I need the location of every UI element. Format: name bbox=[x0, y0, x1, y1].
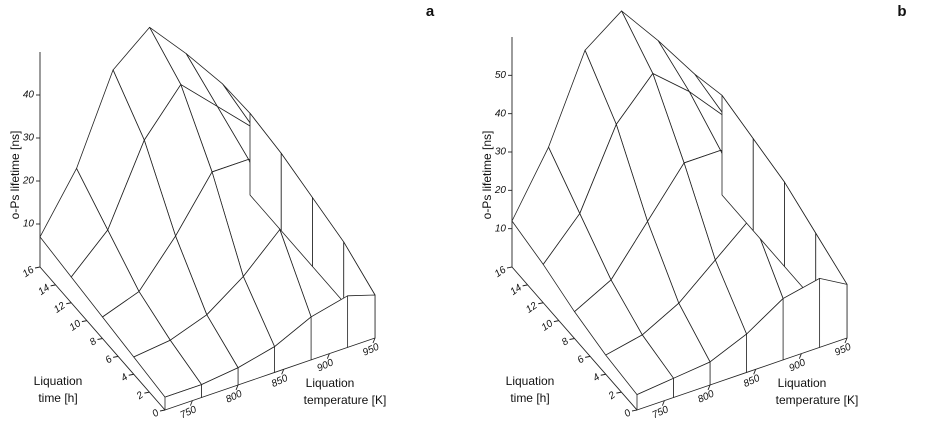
y-tick bbox=[128, 373, 134, 376]
y-tick bbox=[538, 302, 544, 305]
front-skirt bbox=[347, 294, 376, 348]
y-tick-label: 12 bbox=[524, 300, 540, 316]
z-tick-label: 20 bbox=[494, 185, 507, 196]
z-tick-label: 40 bbox=[495, 108, 507, 119]
y-tick-label: 8 bbox=[560, 336, 571, 348]
y-tick bbox=[522, 284, 528, 287]
front-skirt bbox=[636, 377, 674, 411]
y-tick bbox=[616, 391, 622, 394]
y-tick-label: 2 bbox=[606, 389, 618, 402]
y-tick bbox=[506, 266, 513, 269]
z-tick-label: 30 bbox=[495, 147, 507, 158]
x-tick-label: 900 bbox=[316, 357, 336, 374]
x-tick-label: 950 bbox=[833, 341, 853, 358]
y-tick-label: 16 bbox=[21, 264, 37, 280]
y-tick bbox=[585, 355, 591, 358]
y-tick-label: 16 bbox=[493, 264, 509, 280]
x-axis-label: temperature [K] bbox=[776, 393, 859, 407]
y-tick bbox=[66, 302, 72, 305]
y-tick-label: 14 bbox=[508, 282, 524, 298]
x-tick-label: 850 bbox=[270, 373, 290, 390]
y-tick bbox=[569, 338, 575, 340]
z-axis-label: o-Ps lifetime [ns] bbox=[480, 131, 494, 220]
y-tick-label: 0 bbox=[622, 407, 633, 419]
x-tick bbox=[281, 369, 285, 375]
x-tick bbox=[326, 353, 330, 359]
y-tick-label: 6 bbox=[575, 354, 586, 366]
x-axis-label: temperature [K] bbox=[304, 393, 387, 407]
x-tick bbox=[707, 384, 711, 391]
y-axis-label: Liquation bbox=[34, 374, 83, 388]
z-tick-label: 40 bbox=[23, 90, 35, 101]
panel: 102030400246810121416750800850900950o-Ps… bbox=[8, 3, 435, 421]
y-tick-label: 6 bbox=[103, 354, 114, 366]
y-tick bbox=[631, 409, 638, 412]
front-skirt bbox=[819, 277, 848, 348]
y-tick-label: 14 bbox=[36, 282, 52, 298]
y-tick bbox=[113, 355, 119, 358]
x-axis-label: Liquation bbox=[778, 376, 827, 390]
z-tick-label: 30 bbox=[23, 133, 35, 144]
panel-label: a bbox=[426, 3, 435, 20]
z-tick-label: 20 bbox=[22, 176, 35, 187]
panel: 10203040500246810121416750800850900950o-… bbox=[480, 3, 906, 421]
y-tick-label: 10 bbox=[68, 318, 84, 334]
y-tick-label: 0 bbox=[150, 407, 161, 419]
x-tick-label: 800 bbox=[696, 388, 716, 405]
x-tick bbox=[235, 384, 239, 391]
y-tick-label: 8 bbox=[88, 336, 99, 348]
x-tick-label: 950 bbox=[361, 341, 381, 358]
y-axis-label: Liquation bbox=[506, 374, 555, 388]
z-axis-label: o-Ps lifetime [ns] bbox=[8, 131, 22, 220]
y-tick bbox=[159, 409, 166, 412]
x-tick bbox=[753, 369, 757, 375]
z-tick-label: 10 bbox=[495, 223, 507, 234]
y-tick-label: 2 bbox=[134, 389, 146, 402]
y-tick bbox=[553, 320, 559, 323]
x-axis-label: Liquation bbox=[306, 376, 355, 390]
y-tick bbox=[600, 373, 606, 376]
panel-label: b bbox=[897, 3, 906, 20]
y-axis-label: time [h] bbox=[510, 391, 549, 405]
front-skirt bbox=[164, 384, 202, 411]
y-tick-label: 4 bbox=[119, 372, 130, 384]
y-tick bbox=[144, 391, 150, 394]
y-tick-label: 12 bbox=[52, 300, 68, 316]
y-tick-label: 10 bbox=[540, 318, 556, 334]
y-tick-label: 4 bbox=[591, 372, 602, 384]
x-tick bbox=[372, 337, 376, 344]
z-tick-label: 10 bbox=[23, 219, 35, 230]
y-tick bbox=[81, 320, 87, 323]
z-tick-label: 50 bbox=[495, 70, 507, 81]
x-tick bbox=[661, 400, 665, 406]
x-tick bbox=[798, 353, 802, 359]
x-tick bbox=[844, 337, 848, 344]
y-tick bbox=[97, 338, 103, 340]
x-tick-label: 800 bbox=[224, 388, 244, 405]
x-tick-label: 900 bbox=[788, 357, 808, 374]
y-tick bbox=[50, 284, 56, 287]
y-tick bbox=[34, 266, 41, 269]
y-axis-label: time [h] bbox=[38, 391, 77, 405]
x-tick-label: 750 bbox=[179, 404, 199, 421]
x-tick-label: 850 bbox=[742, 373, 762, 390]
x-tick bbox=[189, 400, 193, 406]
x-tick-label: 750 bbox=[651, 404, 671, 421]
